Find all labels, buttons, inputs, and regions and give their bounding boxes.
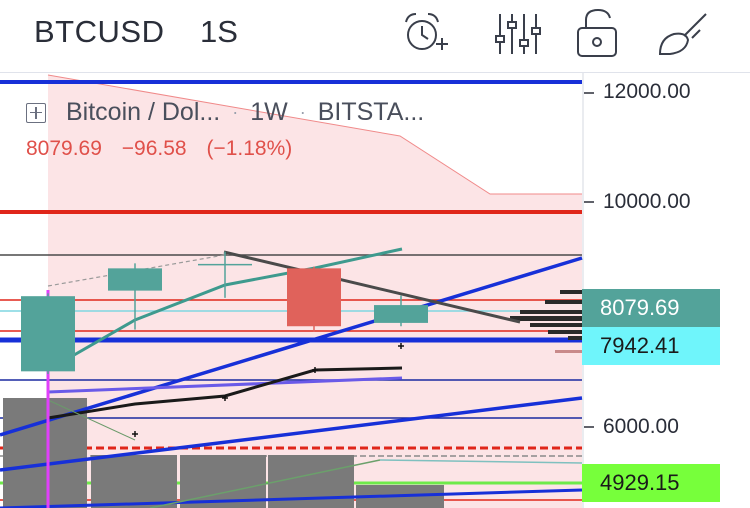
legend-ohlc-row: 8079.69 −96.58 (−1.18%) bbox=[26, 137, 424, 161]
trendline-green-long bbox=[149, 459, 381, 508]
legend-change-pct: (−1.18%) bbox=[206, 137, 293, 160]
legend-symbol-name[interactable]: Bitcoin / Dol... bbox=[66, 98, 221, 126]
price-axis-ticks bbox=[584, 92, 594, 428]
trendline-purple bbox=[47, 376, 403, 394]
level-price-tag: 7942.41 bbox=[582, 327, 720, 365]
lock-icon[interactable] bbox=[572, 8, 626, 60]
candle-body bbox=[287, 268, 341, 327]
shaded-zone-edge bbox=[47, 74, 582, 195]
top-toolbar: BTCUSD 1S bbox=[0, 0, 750, 73]
trendline-teal-h bbox=[379, 459, 583, 464]
price-axis-label: 6000.00 bbox=[603, 415, 679, 438]
alarm-add-icon[interactable] bbox=[400, 8, 454, 60]
candle-body bbox=[108, 268, 162, 291]
candles bbox=[21, 251, 428, 375]
separator-dot: · bbox=[232, 102, 239, 122]
drawing-brush-icon[interactable] bbox=[656, 8, 710, 60]
legend-change: −96.58 bbox=[121, 137, 187, 160]
price-axis-label: 10000.00 bbox=[603, 190, 691, 213]
trendline-dark bbox=[223, 250, 521, 324]
candle-body bbox=[198, 263, 252, 266]
legend-title-row: Bitcoin / Dol... · 1W · BITSTA... bbox=[26, 98, 424, 127]
trendline-blue-3 bbox=[0, 488, 583, 508]
last-price-tag: 8079.69 bbox=[582, 289, 720, 327]
interval-label[interactable]: 1S bbox=[200, 14, 238, 49]
volume-profile bbox=[510, 290, 582, 353]
legend-last-price: 8079.69 bbox=[26, 137, 102, 160]
indicator-settings-icon[interactable] bbox=[488, 8, 542, 60]
chart-legend: Bitcoin / Dol... · 1W · BITSTA... 8079.6… bbox=[26, 98, 424, 161]
candle-body bbox=[21, 296, 75, 372]
trendline-green bbox=[47, 399, 136, 441]
legend-timeframe: 1W bbox=[250, 98, 288, 126]
price-axis-label: 12000.00 bbox=[603, 80, 691, 103]
separator-dot: · bbox=[299, 102, 306, 122]
expand-icon[interactable] bbox=[26, 102, 46, 123]
legend-exchange: BITSTA... bbox=[317, 98, 425, 126]
point-markers bbox=[132, 343, 404, 437]
candle-body bbox=[374, 305, 428, 323]
level-price-tag: 4929.15 bbox=[582, 464, 720, 502]
symbol-label[interactable]: BTCUSD bbox=[34, 14, 165, 49]
trendline-blue-2 bbox=[0, 396, 583, 472]
trendline-blue-1 bbox=[0, 256, 583, 437]
